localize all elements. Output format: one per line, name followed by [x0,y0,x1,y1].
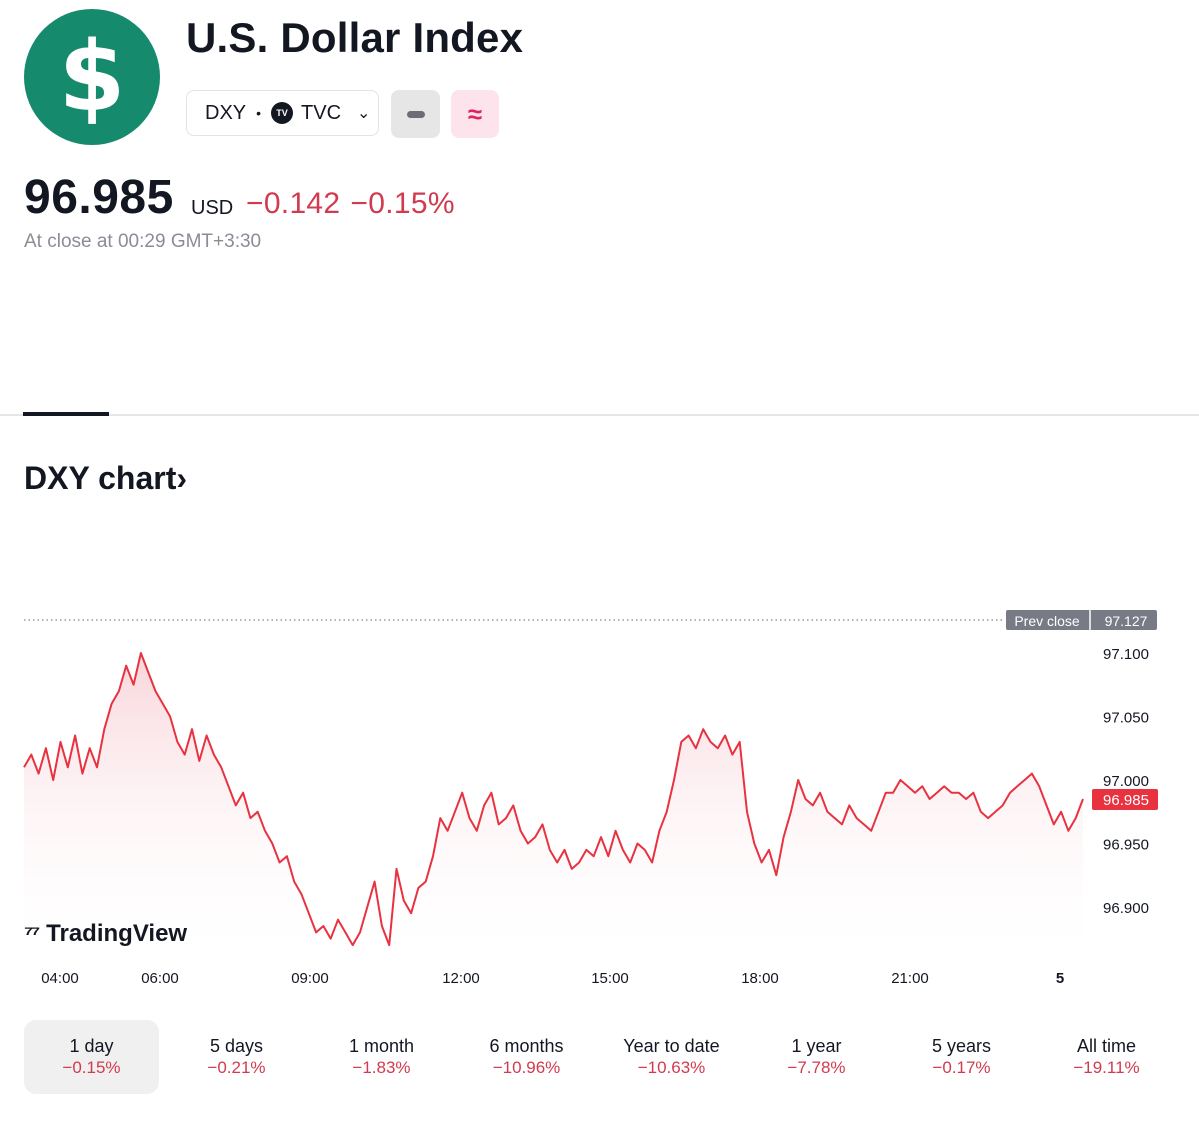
chart-section-title[interactable]: DXY chart› [24,460,188,496]
active-tab-indicator [23,412,109,416]
y-axis-label: 97.100 [1103,646,1149,663]
change-value: −0.142 [246,187,341,220]
period-label: 5 years [931,1036,992,1056]
period-change: −19.11% [1073,1058,1140,1077]
last-price-tag [1092,789,1158,811]
y-axis-label: 97.000 [1103,773,1149,790]
y-axis-label: 96.950 [1103,837,1149,854]
period-button[interactable]: Year to date −10.63% [604,1020,739,1094]
period-button[interactable]: 5 days −0.21% [169,1020,304,1094]
page-title: U.S. Dollar Index [186,14,524,61]
minus-button[interactable] [391,90,440,138]
tradingview-mark-icon: ⁷⁷ [24,921,40,946]
period-button[interactable]: 1 year −7.78% [749,1020,884,1094]
wave-icon: ≈ [467,98,483,129]
prev-close-tag [1006,610,1157,630]
exchange-label: TVC [301,101,342,124]
x-axis-label: 09:00 [291,970,329,987]
prev-close-value: 97.127 [1105,613,1148,629]
wave-button[interactable]: ≈ [451,90,499,138]
minus-icon [406,110,425,118]
period-label: All time [1076,1036,1136,1056]
x-axis-label: 21:00 [891,970,929,987]
x-axis-label: 15:00 [591,970,629,987]
x-axis-label: 18:00 [741,970,779,987]
period-button[interactable]: 1 day −0.15% [24,1020,159,1094]
x-axis-label: 12:00 [442,970,480,987]
x-axis-label: 04:00 [41,970,79,987]
period-label: 1 day [69,1036,114,1056]
period-change: −0.21% [207,1058,266,1077]
change-percent: −0.15% [350,187,455,220]
symbol-label: DXY [205,101,247,124]
tradingview-logo: ⁷⁷ TradingView [24,920,187,948]
period-button[interactable]: 5 years −0.17% [894,1020,1029,1094]
tab-divider [0,414,1199,416]
period-label: Year to date [623,1036,720,1056]
y-axis-label: 97.050 [1103,710,1149,727]
last-price-tag-value: 96.985 [1103,792,1149,809]
y-axis-label: 96.900 [1103,900,1149,917]
period-change: −0.17% [932,1058,991,1077]
separator-dot: • [256,105,262,121]
x-axis-label: 06:00 [141,970,179,987]
currency-label: USD [191,197,234,219]
chevron-down-icon: ⌄ [357,105,371,122]
period-button[interactable]: 1 month −1.83% [314,1020,449,1094]
period-change: −10.96% [492,1058,561,1077]
price-line [23,652,1084,947]
symbol-exchange-selector[interactable]: DXY • TV TVC ⌄ [186,90,379,136]
tradingview-wordmark: TradingView [46,920,188,947]
tradingview-exchange-icon: TV [271,102,294,124]
period-selector: 1 day −0.15% 5 days −0.21% 1 month −1.83% 6 mo… [24,1020,1184,1094]
period-button[interactable]: 6 months −10.96% [459,1020,594,1094]
last-price: 96.985 [24,171,174,224]
logo-glyph: $ [58,21,126,133]
market-status: At close at 00:29 GMT+3:30 [24,231,262,252]
area-fill [24,653,1083,955]
dollar-logo-icon: $ [24,9,160,145]
period-label: 5 days [209,1036,264,1056]
period-label: 1 year [791,1036,842,1056]
price-chart[interactable]: Prev close 97.127 97.100 97.050 97.000 96.950… [0,600,1199,1000]
period-label: 1 month [348,1036,415,1056]
period-change: −1.83% [352,1058,411,1077]
x-axis-label: 5 [1056,970,1064,987]
period-button[interactable]: All time −19.11% [1039,1020,1174,1094]
price-change: −0.142 −0.15% [246,187,455,221]
period-change: −7.78% [787,1058,846,1077]
period-label: 6 months [489,1036,564,1056]
prev-close-label: Prev close [1014,613,1080,629]
period-change: −10.63% [637,1058,706,1077]
period-change: −0.15% [62,1058,121,1077]
